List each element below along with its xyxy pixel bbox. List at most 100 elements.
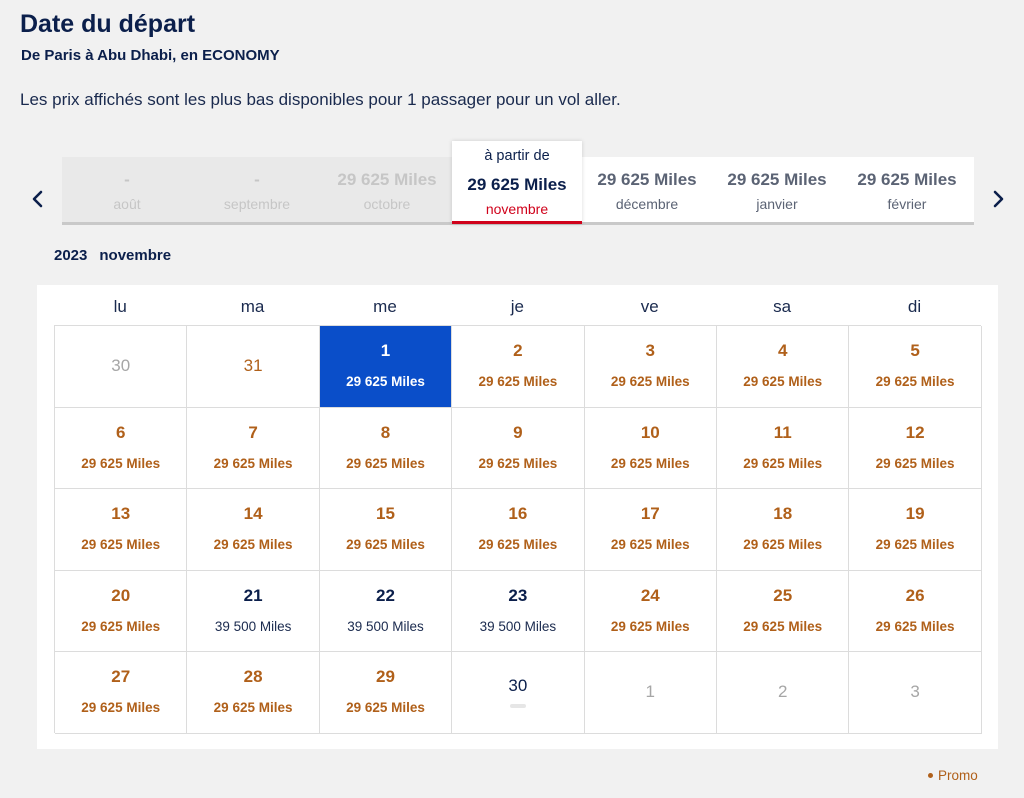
chevron-right-icon — [993, 190, 1004, 208]
day-price: 29 625 Miles — [743, 537, 823, 553]
day-number: 23 — [508, 585, 528, 605]
month-price: - — [254, 170, 260, 189]
day-number: 1 — [380, 341, 391, 360]
calendar-day-cell[interactable]: 19 29 625 Miles — [849, 489, 982, 571]
month-price: - — [124, 170, 130, 189]
day-number: 27 — [111, 667, 131, 687]
calendar-day-cell[interactable]: 11 29 625 Miles — [717, 407, 850, 490]
month-from-label: à partir de — [484, 148, 550, 164]
day-number: 2 — [513, 341, 523, 360]
calendar-day-cell[interactable]: 2 29 625 Miles — [452, 326, 585, 408]
calendar-day-cell[interactable]: 6 29 625 Miles — [55, 407, 188, 490]
calendar-month: novembre — [99, 247, 172, 264]
price-notice: Les prix affichés sont les plus bas disp… — [20, 90, 621, 109]
day-number: 15 — [376, 504, 395, 524]
day-price: 29 625 Miles — [81, 618, 161, 634]
calendar-day-cell[interactable]: 17 29 625 Miles — [584, 489, 717, 571]
calendar-grid: 30 31 1 29 625 Miles 2 29 625 Miles 3 29 625 Mi… — [54, 325, 982, 734]
month-name: novembre — [485, 201, 549, 217]
day-number: 2 — [777, 682, 788, 702]
calendar-day-cell[interactable]: 14 29 625 Miles — [187, 489, 320, 571]
day-number: 13 — [111, 504, 131, 524]
promo-dot-icon — [928, 772, 933, 778]
day-number: 30 — [111, 356, 131, 375]
day-price: 29 625 Miles — [875, 618, 955, 634]
day-number: 24 — [640, 585, 660, 605]
calendar-day-cell[interactable]: 10 29 625 Miles — [584, 407, 717, 490]
day-price: 29 625 Miles — [610, 618, 690, 634]
day-price: 29 625 Miles — [478, 374, 558, 389]
loading-spinner-icon — [510, 704, 527, 709]
day-number: 11 — [773, 422, 792, 442]
calendar-day-cell[interactable]: 25 29 625 Miles — [717, 570, 850, 653]
day-price: 39 500 Miles — [347, 618, 424, 634]
day-number: 21 — [243, 585, 263, 605]
day-number: 28 — [243, 667, 263, 687]
weekday-header: lu ma me je ve sa di — [54, 297, 981, 325]
calendar-day-cell: 2 — [717, 652, 850, 734]
day-number: 3 — [910, 682, 920, 702]
calendar-day-cell[interactable]: 8 29 625 Miles — [319, 407, 453, 490]
calendar-day-cell[interactable]: 4 29 625 Miles — [717, 326, 850, 408]
month-name: octobre — [363, 196, 411, 212]
next-month-button[interactable] — [986, 185, 1010, 213]
calendar-heading: 2023 novembre — [54, 247, 171, 264]
day-price: 29 625 Miles — [875, 374, 955, 389]
calendar-day-cell[interactable]: 28 29 625 Miles — [187, 652, 320, 734]
prev-month-button[interactable] — [26, 185, 50, 213]
promo-legend-label: Promo — [938, 768, 978, 783]
day-number: 3 — [645, 341, 656, 360]
month-price: 29 625 Miles — [857, 170, 957, 189]
month-tab-decembre[interactable]: 29 625 Miles décembre — [582, 157, 712, 222]
month-tab-janvier[interactable]: 29 625 Miles janvier — [712, 157, 842, 222]
calendar-day-cell[interactable]: 22 39 500 Miles — [319, 570, 453, 653]
calendar-day-cell[interactable]: 16 29 625 Miles — [452, 489, 585, 571]
day-price: 29 625 Miles — [346, 537, 425, 553]
month-name: février — [887, 196, 927, 212]
calendar-year: 2023 — [54, 247, 88, 264]
calendar-day-cell[interactable]: 21 39 500 Miles — [187, 570, 320, 653]
calendar-day-cell[interactable]: 7 29 625 Miles — [187, 407, 320, 490]
day-number: 19 — [905, 504, 925, 524]
day-number: 4 — [777, 341, 788, 360]
month-name: août — [113, 196, 141, 212]
month-price: 29 625 Miles — [727, 170, 827, 189]
calendar-day-cell[interactable]: 13 29 625 Miles — [55, 489, 188, 571]
calendar-day-cell[interactable]: 12 29 625 Miles — [849, 407, 982, 490]
month-tab-novembre[interactable]: à partir de 29 625 Miles novembre — [452, 141, 582, 224]
day-price: 29 625 Miles — [213, 700, 293, 716]
day-price: 29 625 Miles — [346, 455, 425, 471]
calendar-day-cell[interactable]: 27 29 625 Miles — [55, 652, 188, 734]
month-selector: - août - septembre 29 625 Miles octobre … — [62, 141, 974, 225]
calendar-day-cell[interactable]: 9 29 625 Miles — [452, 407, 585, 490]
weekday-label: je — [510, 297, 524, 316]
calendar-day-cell[interactable]: 23 39 500 Miles — [452, 570, 585, 653]
month-tab-octobre: 29 625 Miles octobre — [322, 157, 452, 222]
weekday-label: ma — [240, 297, 265, 316]
day-number: 26 — [905, 585, 925, 605]
calendar-day-cell[interactable]: 3 29 625 Miles — [584, 326, 717, 408]
calendar-day-cell[interactable]: 18 29 625 Miles — [717, 489, 850, 571]
calendar-day-cell[interactable]: 15 29 625 Miles — [319, 489, 453, 571]
day-price: 29 625 Miles — [478, 537, 558, 553]
calendar-day-cell[interactable]: 29 29 625 Miles — [319, 652, 453, 734]
calendar-day-cell: 30 — [55, 326, 188, 408]
day-price: 29 625 Miles — [875, 537, 955, 553]
calendar-day-cell: 3 — [849, 652, 982, 734]
calendar-day-cell[interactable]: 5 29 625 Miles — [849, 326, 982, 408]
weekday-label: di — [907, 297, 922, 316]
chevron-left-icon — [32, 190, 43, 208]
calendar-day-cell[interactable]: 20 29 625 Miles — [55, 570, 188, 653]
calendar-day-cell[interactable]: 26 29 625 Miles — [849, 570, 982, 653]
day-price: 29 625 Miles — [346, 374, 425, 389]
unavailable-months-background — [62, 157, 452, 222]
day-number: 5 — [910, 341, 920, 360]
month-tab-septembre: - septembre — [192, 157, 322, 222]
calendar-day-cell[interactable]: 24 29 625 Miles — [584, 570, 717, 653]
month-tab-aout: - août — [62, 157, 192, 222]
calendar-day-cell[interactable]: 1 29 625 Miles — [319, 326, 453, 408]
day-number: 12 — [905, 422, 925, 442]
day-number: 31 — [243, 356, 263, 375]
month-tab-fevrier[interactable]: 29 625 Miles février — [842, 157, 972, 222]
day-price: 29 625 Miles — [610, 537, 690, 553]
